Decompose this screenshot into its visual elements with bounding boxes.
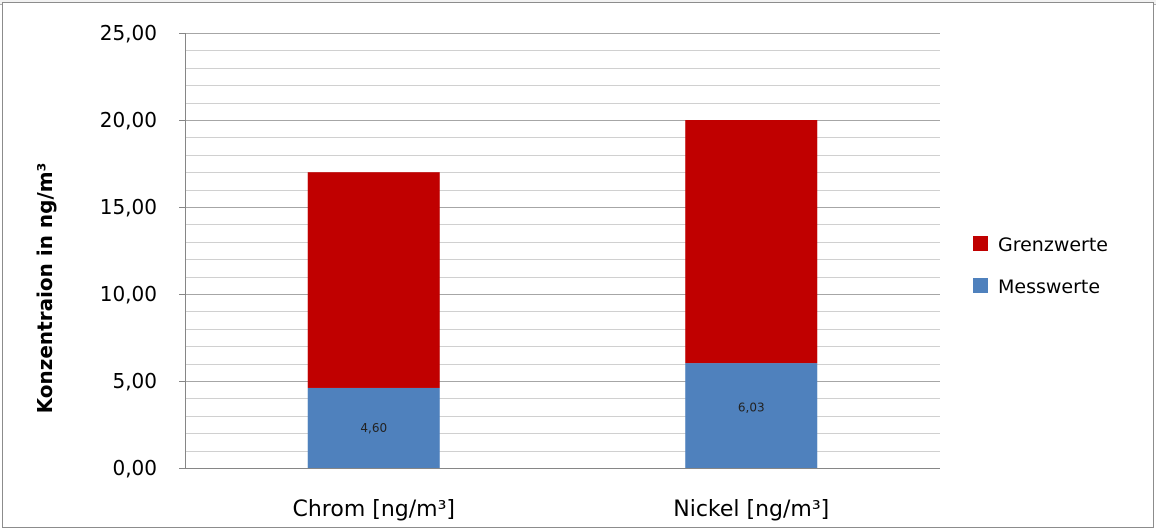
data-label: 4,60	[360, 421, 387, 435]
legend-label-messwerte: Messwerte	[998, 276, 1100, 298]
data-label: 6,03	[738, 401, 765, 415]
bar-messwerte-2	[685, 363, 818, 468]
x-category-label: Chrom [ng/m³]	[293, 497, 456, 522]
x-category-labels: Chrom [ng/m³] Nickel [ng/m³]	[293, 497, 830, 522]
legend-label-grenzwerte: Grenzwerte	[998, 234, 1108, 256]
bars: 4,60 6,03	[307, 120, 818, 468]
y-tick-label: 25,00	[100, 21, 157, 45]
y-tick-label: 15,00	[100, 195, 157, 219]
bar-grenzwerte-2	[685, 120, 818, 364]
y-tick-labels: 0,00 5,00 10,00 15,00 20,00 25,00	[100, 21, 157, 480]
legend-swatch-messwerte	[973, 278, 988, 293]
axes	[179, 33, 940, 469]
bar-messwerte-1	[307, 387, 440, 468]
y-tick-label: 20,00	[100, 108, 157, 132]
y-tick-label: 5,00	[112, 369, 157, 393]
bar-grenzwerte-1	[307, 172, 440, 388]
y-tick-label: 0,00	[112, 456, 157, 480]
legend: Grenzwerte Messwerte	[973, 234, 1108, 298]
legend-swatch-grenzwerte	[973, 236, 988, 251]
y-axis-label: Konzentraion in ng/m³	[33, 163, 57, 414]
gridlines	[185, 33, 940, 469]
x-category-label: Nickel [ng/m³]	[673, 497, 829, 522]
y-tick-label: 10,00	[100, 282, 157, 306]
